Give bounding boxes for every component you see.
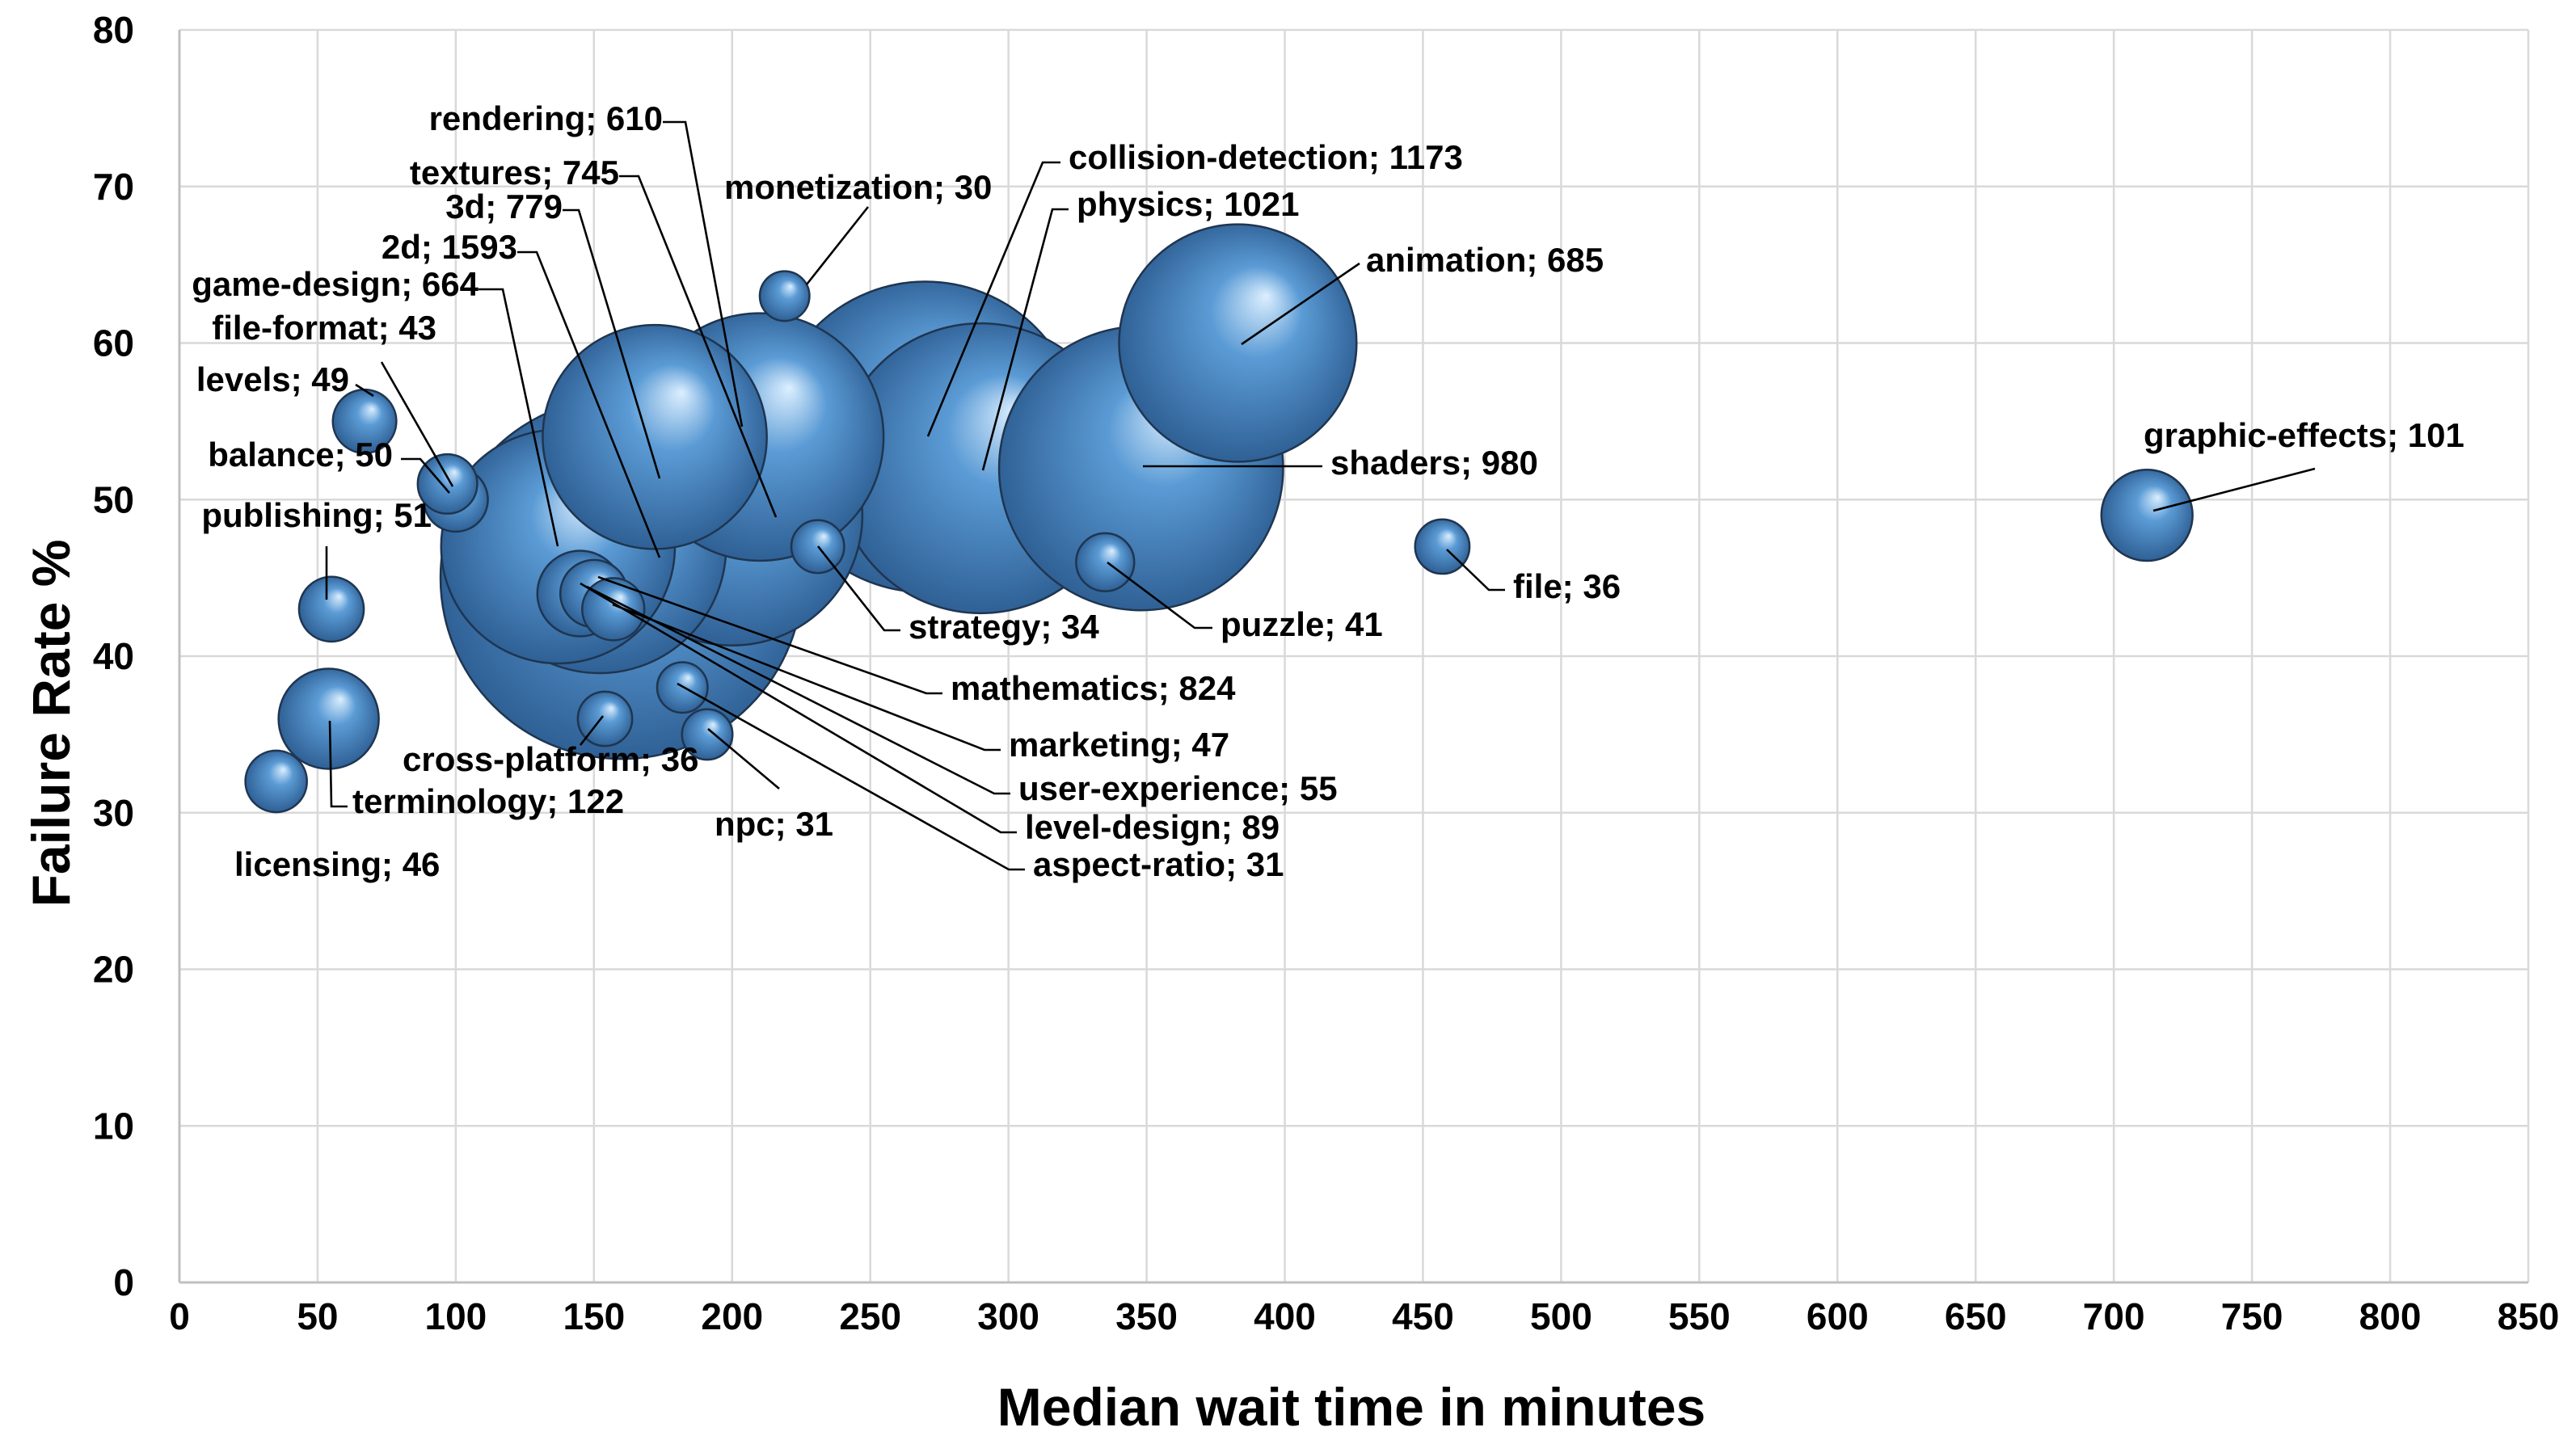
data-label-puzzle: puzzle; 41 [1221,605,1383,643]
data-label-strategy: strategy; 34 [909,608,1099,646]
leader-line-monetization [805,206,870,285]
y-tick-label: 40 [93,635,134,677]
data-label-animation: animation; 685 [1366,241,1604,279]
data-label-monetization: monetization; 30 [724,168,992,206]
bubble-npc [681,708,734,761]
leader-line-puzzle [1107,561,1212,629]
y-tick-label: 50 [93,478,134,520]
data-label-aspect-ratio: aspect-ratio; 31 [1033,845,1284,883]
data-label-collision-detection: collision-detection; 1173 [1069,138,1463,176]
bubble-puzzle [1075,532,1136,592]
x-tick-label: 550 [1668,1295,1731,1337]
leader-line-levels [355,383,374,398]
data-label-user-experience: user-experience; 55 [1018,769,1338,807]
leader-lines [325,120,2316,871]
data-label-shaders: shaders; 980 [1330,444,1538,482]
axes: 0 50 100 150 200 250 300 350 400 450 500 550 600 650 7… [93,9,2560,1337]
data-label-file: file; 36 [1513,567,1621,605]
y-tick-label: 30 [93,792,134,834]
x-tick-label: 350 [1115,1295,1178,1337]
leader-line-strategy [816,545,900,632]
x-tick-label: 750 [2221,1295,2283,1337]
data-label-level-design: level-design; 89 [1025,808,1280,846]
leader-line-textures [619,175,778,518]
bubble-monetization [758,270,811,322]
data-label-3d: 3d; 779 [445,187,563,225]
data-label-balance: balance; 50 [208,436,393,474]
x-tick-label: 600 [1807,1295,1869,1337]
leader-line-mathematics [597,575,942,695]
bubble-rendering [542,323,768,550]
data-label-levels: levels; 49 [196,360,349,398]
x-tick-label: 500 [1530,1295,1592,1337]
data-label-2d: 2d; 1593 [382,228,517,266]
leader-line-file [1446,549,1505,592]
data-label-publishing: publishing; 51 [201,496,432,534]
y-tick-label: 0 [113,1261,134,1303]
leader-line-balance [401,457,450,494]
leader-line-aspect-ratio [677,682,1025,871]
bubble-file [1414,518,1471,575]
bubbles [244,223,2194,814]
y-tick-label: 20 [93,949,134,991]
bubble-animation [1118,223,1358,463]
x-tick-label: 150 [563,1295,625,1337]
leader-line-collision-detection [926,161,1060,437]
leader-line-physics [981,208,1069,471]
data-label-game-design: game-design; 664 [192,265,479,303]
leader-line-3d [563,208,661,479]
x-tick-label: 650 [1945,1295,2007,1337]
bubble-terminology [277,667,380,770]
data-label-licensing: licensing; 46 [234,845,440,883]
leader-line-rendering [663,120,744,427]
data-label-npc: npc; 31 [715,805,833,843]
data-labels: rendering; 610 collision-detection; 1173 2… [192,99,2464,883]
bubble-publishing [297,575,365,643]
x-tick-label: 450 [1392,1295,1454,1337]
data-label-graphic-effects: graphic-effects; 101 [2144,416,2464,454]
data-label-rendering: rendering; 610 [429,99,663,137]
y-tick-label: 70 [93,166,134,208]
data-label-terminology: terminology; 122 [352,782,624,820]
leader-line-2d [517,251,661,558]
bubble-file-format [416,453,479,515]
x-tick-label: 50 [297,1295,338,1337]
bubble-graphic-effects [2100,468,2194,562]
leader-line-npc [707,728,780,789]
x-tick-label: 300 [977,1295,1039,1337]
data-label-physics: physics; 1021 [1077,185,1300,223]
bubble-licensing [244,749,308,814]
leader-line-cross-platform [579,715,605,746]
leader-line-graphic-effects [2152,467,2316,512]
data-label-cross-platform: cross-platform; 36 [403,740,698,778]
data-label-marketing: marketing; 47 [1009,726,1229,764]
y-tick-label: 60 [93,322,134,364]
x-tick-label: 100 [425,1295,487,1337]
x-tick-label: 700 [2083,1295,2145,1337]
x-tick-label: 400 [1254,1295,1316,1337]
data-label-textures: textures; 745 [410,154,619,192]
y-axis-title: Failure Rate % [21,540,81,907]
x-tick-label: 250 [839,1295,901,1337]
data-label-file-format: file-format; 43 [212,309,436,347]
leader-line-animation [1241,262,1360,346]
leader-line-level-design [580,582,1017,834]
leader-line-user-experience [586,585,1010,795]
leader-line-marketing [612,603,1001,752]
x-tick-label: 850 [2498,1295,2560,1337]
x-tick-label: 200 [701,1295,763,1337]
y-tick-label: 10 [93,1105,134,1147]
leader-line-game-design [479,288,559,547]
leader-line-file-format [380,361,454,487]
x-tick-label: 800 [2359,1295,2422,1337]
x-tick-label: 0 [169,1295,190,1337]
bubble-marketing [581,577,646,642]
data-label-mathematics: mathematics; 824 [951,669,1236,707]
y-tick-label: 80 [93,9,134,51]
x-axis-title: Median wait time in minutes [997,1377,1705,1436]
leader-line-terminology [328,720,348,808]
